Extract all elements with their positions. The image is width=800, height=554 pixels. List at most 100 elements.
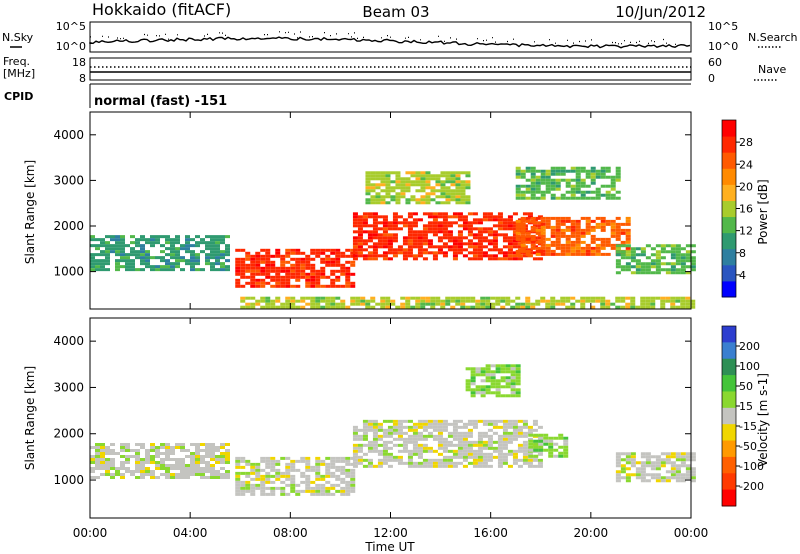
power-y-tick-label: 4000 [53,128,84,142]
power-cell [460,183,466,187]
power-cell [290,272,296,276]
power-cell [250,278,256,282]
power-cell [435,299,441,303]
power-cell [255,263,261,267]
power-cell [380,299,386,303]
power-cell [690,268,696,272]
velocity-cell [492,419,498,423]
power-cell [280,281,286,285]
power-cell [407,239,413,243]
power-cell [600,305,606,309]
power-cell [275,248,281,252]
power-cell [265,269,271,273]
power-colorbar-tick-label: 8 [739,247,746,260]
power-cell [390,171,396,175]
power-cell [380,177,386,181]
velocity-y-tick-label: 3000 [53,380,84,394]
power-cell [255,278,261,282]
power-cell [530,234,536,238]
power-cell [610,184,616,188]
power-cell [165,238,170,242]
velocity-cell [150,470,155,473]
velocity-cell [175,473,180,476]
power-cell [250,281,256,285]
power-cell [210,253,215,257]
power-cell [565,184,571,188]
power-cell [285,281,291,285]
velocity-cell [250,468,256,472]
velocity-cell [325,492,331,496]
power-cell [492,254,498,258]
power-cell [610,193,616,197]
power-cell [545,187,551,191]
velocity-cell [422,461,428,465]
power-cell [535,184,541,188]
velocity-cell [240,492,246,496]
power-cell [660,244,666,248]
power-cell [490,296,496,300]
power-cell [452,212,458,216]
velocity-cell [645,461,651,465]
velocity-cell [492,446,498,450]
power-cell [190,244,195,248]
velocity-cell [235,465,241,469]
velocity-cell [515,388,521,392]
velocity-cell [485,385,491,389]
power-cell [100,253,105,257]
power-cell [665,262,671,266]
power-cell [402,257,408,261]
velocity-cell [482,443,488,447]
power-cell [575,249,581,253]
power-cell [265,263,271,267]
power-cell [500,299,506,303]
power-cell [275,278,281,282]
velocity-cell [205,467,210,470]
power-cell [487,248,493,252]
power-cell [540,181,546,185]
velocity-cell [495,364,501,368]
velocity-cell [485,367,491,371]
power-cell [195,253,200,257]
power-cell [280,275,286,279]
velocity-cell [527,464,533,468]
velocity-cell [675,452,681,456]
power-cell [535,169,541,173]
noise-right-label: N.Search [748,31,798,44]
velocity-cell [270,468,276,472]
velocity-cell [487,440,493,444]
power-cell [525,296,531,300]
power-cell [680,302,686,306]
power-cell [335,248,341,252]
power-cell [265,296,271,300]
power-cell [180,247,185,251]
power-cell [590,190,596,194]
power-cell [427,242,433,246]
power-cell [335,305,341,309]
power-cell [220,268,225,272]
power-cell [415,180,421,184]
velocity-cell [120,449,125,452]
power-cell [372,233,378,237]
power-cell [372,242,378,246]
power-cell [320,251,326,255]
power-cell [605,219,611,223]
velocity-cell [472,449,478,453]
power-cell [165,253,170,257]
power-cell [465,296,471,300]
power-cell [340,254,346,258]
power-cell [245,305,251,309]
velocity-cell [452,437,458,441]
velocity-cell [240,471,246,475]
power-cell [655,250,661,254]
velocity-cell [315,486,321,490]
power-cell [300,260,306,264]
velocity-cell [165,455,170,458]
power-cell [400,302,406,306]
velocity-x-ticks [89,318,692,518]
velocity-cell [105,452,110,455]
power-cell [487,230,493,234]
power-cell [620,305,626,309]
velocity-cell [190,464,195,467]
power-cell [185,238,190,242]
velocity-cell [190,455,195,458]
